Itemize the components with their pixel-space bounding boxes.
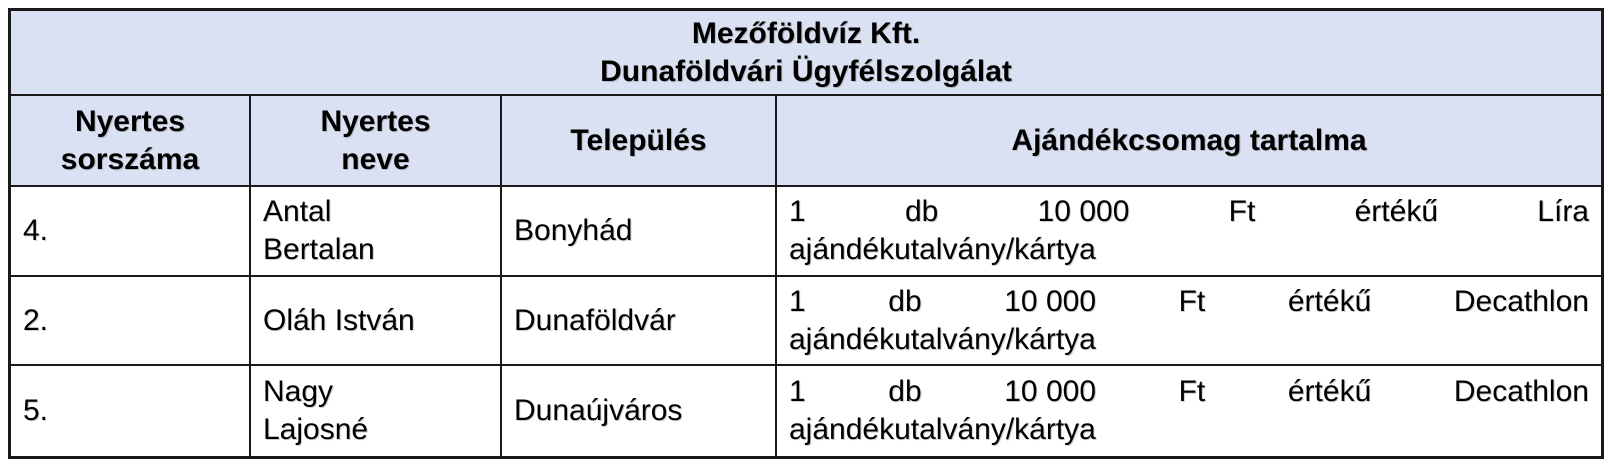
table-title: Mezőföldvíz Kft. Dunaföldvári Ügyfélszol… (11, 11, 1601, 96)
winner-name-cell: Oláh István (251, 277, 502, 366)
gift-line-1: 1 db 10 000 Ft értékű Líra (789, 193, 1589, 231)
gift-word: db (888, 284, 922, 318)
gift-word: Ft (1178, 284, 1206, 318)
column-header-settlement: Település (502, 96, 777, 187)
winner-number-cell: 2. (11, 277, 251, 366)
gift-word: 1 (789, 375, 806, 408)
gift-word: értékű (1287, 284, 1372, 318)
gift-line-2: ajándékutalvány/kártya (789, 233, 1096, 266)
settlement-cell: Dunaújváros (502, 366, 777, 456)
gift-word: 1 (789, 195, 806, 228)
gift-word: 1 (789, 284, 806, 318)
winners-table: Mezőföldvíz Kft. Dunaföldvári Ügyfélszol… (8, 8, 1604, 459)
gift-cell: 1 db 10 000 Ft értékű Decathlon ajándéku… (777, 277, 1601, 366)
gift-word: értékű (1354, 195, 1439, 228)
winner-number-cell: 4. (11, 187, 251, 277)
column-header-winner-name: Nyertes neve (251, 96, 502, 187)
gift-word: 10 000 (1004, 375, 1097, 408)
column-header-gift-package: Ajándékcsomag tartalma (777, 96, 1601, 187)
gift-word: Decathlon (1453, 284, 1589, 318)
gift-word: db (904, 195, 939, 228)
settlement-cell: Dunaföldvár (502, 277, 777, 366)
gift-line-1: 1 db 10 000 Ft értékű Decathlon (789, 283, 1589, 321)
gift-line-2: ajándékutalvány/kártya (789, 322, 1096, 356)
gift-line-1: 1 db 10 000 Ft értékű Decathlon (789, 373, 1589, 411)
gift-word: Líra (1537, 195, 1589, 228)
winner-name-cell: Antal Bertalan (251, 187, 502, 277)
winner-name-cell: Nagy Lajosné (251, 366, 502, 456)
column-header-winner-number: Nyertes sorszáma (11, 96, 251, 187)
gift-word: Ft (1228, 195, 1256, 228)
settlement-cell: Bonyhád (502, 187, 777, 277)
gift-word: Decathlon (1453, 375, 1589, 408)
gift-cell: 1 db 10 000 Ft értékű Decathlon ajándéku… (777, 366, 1601, 456)
gift-cell: 1 db 10 000 Ft értékű Líra ajándékutalvá… (777, 187, 1601, 277)
gift-line-2: ajándékutalvány/kártya (789, 413, 1096, 446)
gift-word: 10 000 (1004, 284, 1097, 318)
gift-word: értékű (1287, 375, 1372, 408)
gift-word: Ft (1178, 375, 1206, 408)
winner-number-cell: 5. (11, 366, 251, 456)
gift-word: 10 000 (1037, 195, 1130, 228)
gift-word: db (888, 375, 922, 408)
